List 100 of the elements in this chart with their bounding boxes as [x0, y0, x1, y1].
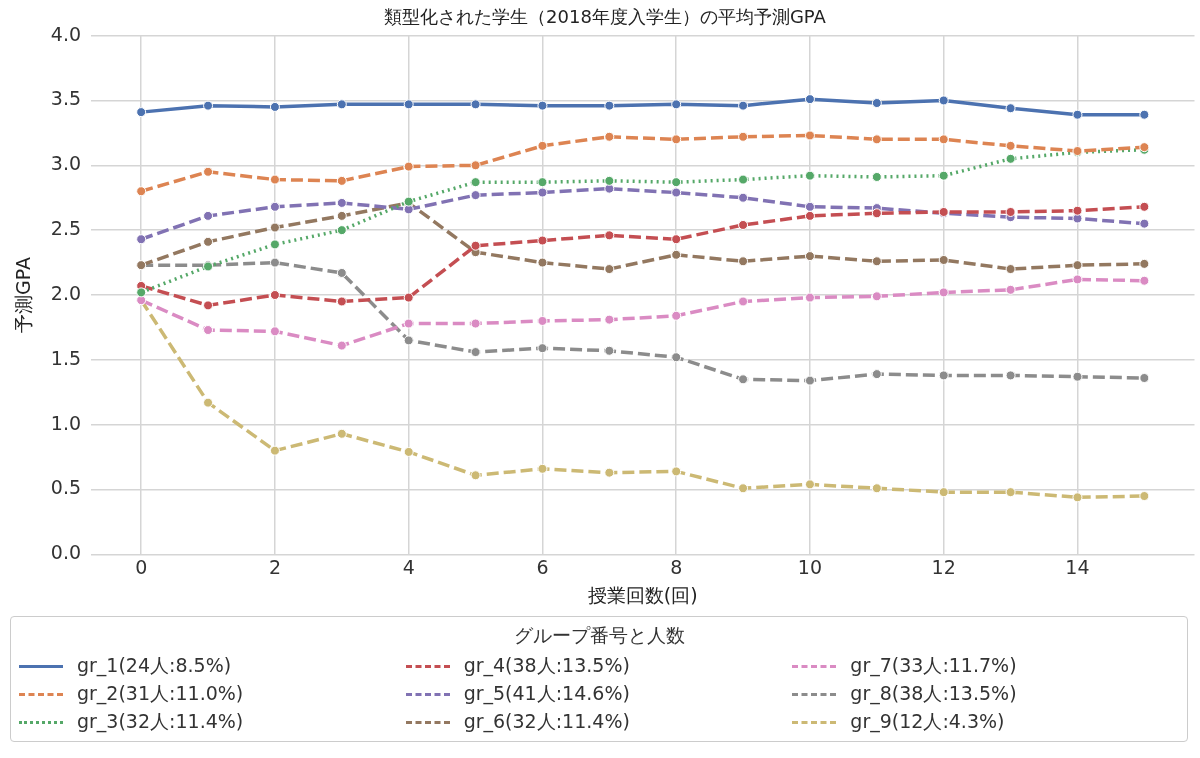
x-tick-label: 14	[1065, 555, 1090, 578]
point	[1005, 264, 1016, 275]
point	[203, 325, 214, 336]
legend-label: gr_1(24人:8.5%)	[77, 653, 232, 679]
point	[537, 187, 548, 198]
point	[871, 98, 882, 109]
point	[269, 257, 280, 268]
point	[336, 296, 347, 307]
point	[871, 208, 882, 219]
point	[537, 100, 548, 111]
point	[136, 234, 147, 245]
point	[804, 375, 815, 386]
y-tick-label: 1.5	[50, 346, 82, 369]
y-tick-label: 3.0	[50, 152, 82, 175]
point	[671, 234, 682, 245]
point	[403, 335, 414, 346]
legend-label: gr_3(32人:11.4%)	[77, 709, 244, 735]
point	[537, 235, 548, 246]
point	[871, 134, 882, 145]
point	[938, 170, 949, 181]
point	[470, 99, 481, 110]
point	[1139, 491, 1150, 502]
x-tick-label: 6	[536, 555, 549, 578]
legend-label: gr_2(31人:11.0%)	[77, 681, 244, 707]
point	[671, 352, 682, 363]
y-tick-label: 2.5	[50, 217, 82, 240]
point	[804, 130, 815, 141]
point	[336, 210, 347, 221]
point	[136, 287, 147, 298]
point	[470, 177, 481, 188]
point	[671, 134, 682, 145]
point	[269, 290, 280, 300]
legend-title: グループ番号と人数	[512, 623, 686, 648]
point	[804, 170, 815, 181]
point	[604, 467, 615, 478]
point	[403, 161, 414, 172]
point	[269, 222, 280, 233]
point	[938, 487, 949, 498]
point	[403, 292, 414, 303]
point	[537, 343, 548, 354]
point	[738, 483, 749, 494]
point	[470, 318, 481, 329]
point	[269, 239, 280, 250]
x-tick-label: 12	[931, 555, 956, 578]
point	[871, 256, 882, 267]
point	[604, 175, 615, 186]
point	[1072, 205, 1083, 216]
point	[738, 256, 749, 267]
point	[604, 314, 615, 325]
x-tick-label: 4	[402, 555, 415, 578]
point	[804, 210, 815, 221]
point	[871, 171, 882, 182]
point	[871, 369, 882, 380]
point	[671, 249, 682, 260]
point	[1005, 487, 1016, 498]
point	[537, 257, 548, 268]
point	[938, 370, 949, 381]
point	[470, 160, 481, 171]
point	[203, 100, 214, 111]
point	[1005, 140, 1016, 151]
point	[671, 466, 682, 477]
point	[1139, 275, 1150, 286]
point	[1072, 492, 1083, 503]
point	[1072, 274, 1083, 285]
y-tick-label: 3.5	[50, 87, 82, 110]
point	[537, 315, 548, 326]
point	[336, 340, 347, 351]
point	[269, 445, 280, 456]
point	[604, 131, 615, 142]
point	[671, 99, 682, 110]
x-tick-label: 0	[135, 555, 148, 578]
y-tick-label: 2.0	[50, 281, 82, 304]
legend-label: gr_8(38人:13.5%)	[850, 681, 1017, 707]
y-tick-label: 4.0	[50, 22, 82, 45]
point	[470, 190, 481, 201]
point	[871, 291, 882, 302]
point	[1005, 284, 1016, 295]
point	[1072, 371, 1083, 382]
point	[203, 236, 214, 247]
point	[269, 174, 280, 185]
point	[671, 187, 682, 198]
y-tick-label: 1.0	[50, 411, 82, 434]
point	[537, 463, 548, 474]
point	[336, 267, 347, 278]
point	[738, 174, 749, 185]
point	[336, 197, 347, 208]
point	[604, 264, 615, 275]
point	[203, 397, 214, 408]
point	[804, 94, 815, 105]
point	[871, 483, 882, 494]
point	[537, 140, 548, 151]
point	[403, 318, 414, 329]
point	[203, 300, 214, 311]
x-tick-label: 2	[268, 555, 281, 578]
point	[1005, 206, 1016, 217]
x-tick-label: 8	[670, 555, 683, 578]
point	[403, 446, 414, 457]
point	[671, 177, 682, 188]
point	[269, 326, 280, 337]
point	[1005, 103, 1016, 114]
